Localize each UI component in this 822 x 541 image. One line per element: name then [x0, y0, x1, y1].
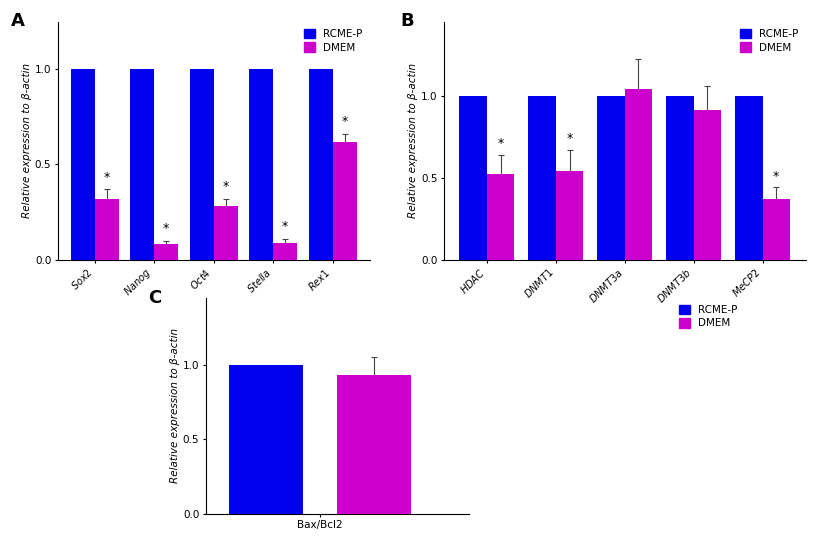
- Y-axis label: Relative expression to β-actin: Relative expression to β-actin: [22, 63, 32, 218]
- Bar: [735, 96, 763, 260]
- Legend: RCME-P, DMEM: RCME-P, DMEM: [302, 27, 365, 55]
- Text: C: C: [148, 289, 161, 307]
- Bar: [155, 245, 178, 260]
- Bar: [597, 96, 625, 260]
- Bar: [337, 375, 411, 514]
- Bar: [214, 206, 238, 260]
- Text: *: *: [774, 169, 779, 182]
- Text: *: *: [282, 220, 289, 233]
- Y-axis label: Relative expression to β-actin: Relative expression to β-actin: [409, 63, 418, 218]
- Text: A: A: [11, 12, 25, 30]
- Bar: [229, 365, 303, 514]
- Text: *: *: [163, 222, 169, 235]
- Text: *: *: [341, 115, 348, 128]
- Bar: [459, 96, 487, 260]
- Bar: [625, 89, 653, 260]
- Text: *: *: [566, 132, 573, 145]
- Bar: [333, 142, 357, 260]
- Y-axis label: Relative expression to β-actin: Relative expression to β-actin: [170, 328, 180, 483]
- Bar: [273, 242, 297, 260]
- Text: *: *: [497, 137, 504, 150]
- Bar: [131, 69, 155, 260]
- Bar: [190, 69, 214, 260]
- Bar: [529, 96, 556, 260]
- Bar: [666, 96, 694, 260]
- Bar: [487, 174, 515, 260]
- Text: *: *: [104, 170, 110, 183]
- Bar: [763, 199, 790, 260]
- Text: B: B: [400, 12, 414, 30]
- Bar: [95, 199, 118, 260]
- Text: *: *: [223, 180, 229, 193]
- Legend: RCME-P, DMEM: RCME-P, DMEM: [738, 27, 801, 55]
- Bar: [694, 110, 721, 260]
- Legend: RCME-P, DMEM: RCME-P, DMEM: [677, 303, 740, 331]
- Bar: [71, 69, 95, 260]
- Bar: [309, 69, 333, 260]
- Bar: [249, 69, 273, 260]
- Bar: [556, 171, 584, 260]
